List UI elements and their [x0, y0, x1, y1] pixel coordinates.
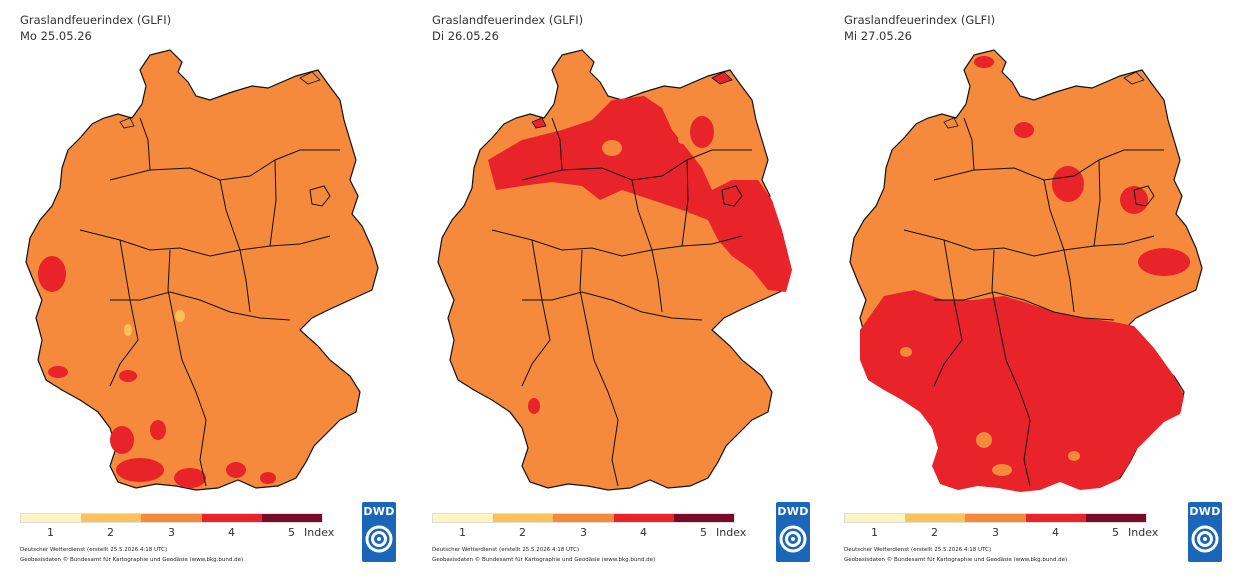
legend-swatch-5	[261, 514, 323, 522]
legend-label: 4	[228, 526, 235, 539]
state-borders	[491, 117, 752, 487]
index-hotspots	[860, 56, 1190, 492]
legend-labels: 1 2 3 4 5 Index	[20, 526, 360, 540]
forecast-panel-tuesday: Graslandfeuerindex (GLFI) Di 26.05.26 1 …	[412, 0, 824, 580]
legend-unit: Index	[1128, 526, 1159, 539]
legend-swatch-5	[1085, 514, 1147, 522]
islands	[119, 71, 321, 129]
index-hotspots	[38, 256, 276, 488]
swirl-icon	[365, 525, 393, 553]
credits: Deutscher Wetterdienst (erstellt 25.5.20…	[432, 547, 656, 563]
color-legend	[20, 513, 323, 523]
legend-swatch-4	[613, 514, 674, 522]
legend-label: 4	[1052, 526, 1059, 539]
forecast-date: Mi 27.05.26	[844, 29, 912, 43]
legend-label: 5	[288, 526, 295, 539]
swirl-icon	[779, 525, 807, 553]
index-hotspots	[488, 96, 792, 414]
legend-label: 2	[931, 526, 938, 539]
index-low-spots	[602, 136, 686, 156]
germany-map	[849, 49, 1203, 492]
dwd-logo: DWD	[362, 502, 396, 562]
legend-label: 1	[47, 526, 54, 539]
germany-map	[437, 49, 792, 491]
index-low-spots	[124, 310, 185, 336]
legend-swatch-2	[493, 514, 554, 522]
legend-swatch-5	[673, 514, 735, 522]
map-title: Graslandfeuerindex (GLFI) Mi 27.05.26	[844, 13, 996, 43]
state-borders	[79, 117, 340, 487]
forecast-date: Mo 25.05.26	[20, 29, 92, 43]
legend-swatch-3	[553, 514, 614, 522]
legend-unit: Index	[304, 526, 335, 539]
legend-swatch-1	[21, 514, 82, 522]
legend-label: 4	[640, 526, 647, 539]
map-title: Graslandfeuerindex (GLFI) Mo 25.05.26	[20, 13, 172, 43]
index-low-spots	[900, 347, 1080, 476]
legend-label: 5	[700, 526, 707, 539]
map-title: Graslandfeuerindex (GLFI) Di 26.05.26	[432, 13, 584, 43]
islands	[531, 71, 733, 129]
swirl-icon	[1191, 525, 1219, 553]
forecast-panel-wednesday: Graslandfeuerindex (GLFI) Mi 27.05.26 1 …	[824, 0, 1236, 580]
legend-labels: 1 2 3 4 5 Index	[844, 526, 1184, 540]
credits: Deutscher Wetterdienst (erstellt 25.5.20…	[20, 547, 244, 563]
legend-unit: Index	[716, 526, 747, 539]
legend-label: 2	[107, 526, 114, 539]
legend-swatch-2	[81, 514, 142, 522]
legend-swatch-1	[845, 514, 906, 522]
forecast-panel-monday: Graslandfeuerindex (GLFI) Mo 25.05.26 1 …	[0, 0, 412, 580]
legend-label: 1	[871, 526, 878, 539]
legend-labels: 1 2 3 4 5 Index	[432, 526, 772, 540]
legend-label: 3	[992, 526, 999, 539]
color-legend	[844, 513, 1147, 523]
legend-label: 2	[519, 526, 526, 539]
germany-map	[25, 49, 379, 491]
legend-label: 5	[1112, 526, 1119, 539]
state-borders	[903, 117, 1164, 487]
legend-swatch-4	[1025, 514, 1086, 522]
legend-swatch-1	[433, 514, 494, 522]
legend-swatch-3	[965, 514, 1026, 522]
legend-swatch-4	[201, 514, 262, 522]
dwd-logo: DWD	[1188, 502, 1222, 562]
color-legend	[432, 513, 735, 523]
credits: Deutscher Wetterdienst (erstellt 25.5.20…	[844, 547, 1068, 563]
legend-swatch-3	[141, 514, 202, 522]
dwd-logo: DWD	[776, 502, 810, 562]
legend-label: 3	[580, 526, 587, 539]
legend-label: 3	[168, 526, 175, 539]
islands	[943, 71, 1145, 129]
legend-swatch-2	[905, 514, 966, 522]
forecast-date: Di 26.05.26	[432, 29, 499, 43]
legend-label: 1	[459, 526, 466, 539]
